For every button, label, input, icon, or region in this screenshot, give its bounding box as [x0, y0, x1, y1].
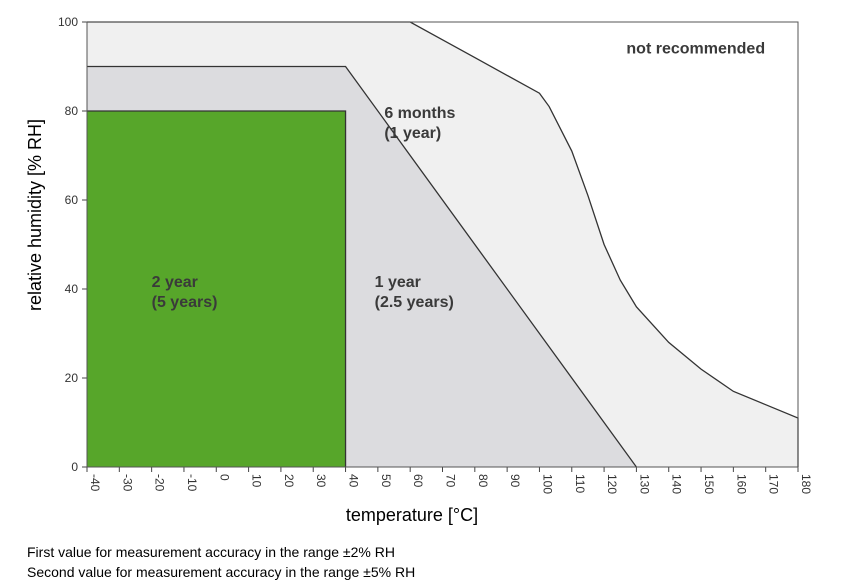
x-tick-label: 160 — [734, 474, 748, 494]
x-tick-label: 170 — [767, 474, 781, 494]
region-boundary-2 — [87, 110, 347, 467]
footnote-first-value: First value for measurement accuracy in … — [27, 544, 395, 560]
x-tick-label: 50 — [379, 474, 393, 488]
annotation-not-recommended: not recommended — [626, 41, 765, 58]
labels-layer: 6 months (1 year) 1 year (2.5 years) 2 year (… — [152, 41, 765, 311]
x-tick-label: 130 — [637, 474, 651, 494]
x-tick-label: -20 — [153, 474, 167, 492]
footnote-second-value: Second value for measurement accuracy in… — [27, 564, 416, 580]
x-tick-label: 150 — [702, 474, 716, 494]
x-tick-label: 110 — [573, 474, 587, 493]
region-boundary-0 — [87, 21, 799, 467]
x-tick-label: 90 — [508, 474, 522, 488]
x-tick-label: 100 — [540, 474, 554, 494]
x-axis-title: temperature [°C] — [346, 505, 478, 525]
region-label-line1: 6 months — [384, 105, 455, 122]
region-label-line2: (5 years) — [152, 294, 218, 311]
region-label-line2: (2.5 years) — [375, 294, 454, 311]
y-tick-label: 100 — [58, 15, 78, 29]
x-tick-label: -40 — [88, 474, 102, 492]
x-tick-label: -10 — [185, 474, 199, 492]
y-tick-label: 60 — [65, 193, 79, 207]
x-tick-label: 0 — [217, 474, 231, 481]
x-tick-label: 60 — [411, 474, 425, 488]
ticks-layer: -40 -30 -20 -10 0 10 20 30 40 50 60 70 80 90 100 110 120… — [58, 15, 813, 494]
region-fill-2 — [87, 111, 346, 467]
y-tick-label: 80 — [65, 104, 79, 118]
region-label-line1: 2 year — [152, 274, 198, 291]
x-tick-label: 80 — [476, 474, 490, 488]
y-tick-label: 20 — [65, 371, 79, 385]
regions-layer — [87, 21, 799, 468]
x-tick-label: 30 — [314, 474, 328, 488]
x-tick-label: 10 — [250, 474, 264, 488]
x-tick-label: 20 — [282, 474, 296, 488]
region-boundary-1 — [87, 65, 637, 468]
y-tick-label: 40 — [65, 282, 79, 296]
y-tick-label: 0 — [71, 460, 78, 474]
plot-frame — [86, 21, 799, 468]
humidity-temperature-chart: -40 -30 -20 -10 0 10 20 30 40 50 60 70 80 90 100 110 120… — [25, 15, 813, 525]
x-tick-label: 40 — [347, 474, 361, 488]
x-tick-label: 120 — [605, 474, 619, 494]
x-tick-label: 140 — [670, 474, 684, 494]
region-label-line2: (1 year) — [384, 125, 441, 142]
x-tick-label: 70 — [444, 474, 458, 488]
region-label-line1: 1 year — [375, 274, 421, 291]
x-tick-label: -30 — [120, 474, 134, 492]
x-tick-label: 180 — [799, 474, 813, 494]
y-axis-title: relative humidity [% RH] — [25, 119, 45, 311]
